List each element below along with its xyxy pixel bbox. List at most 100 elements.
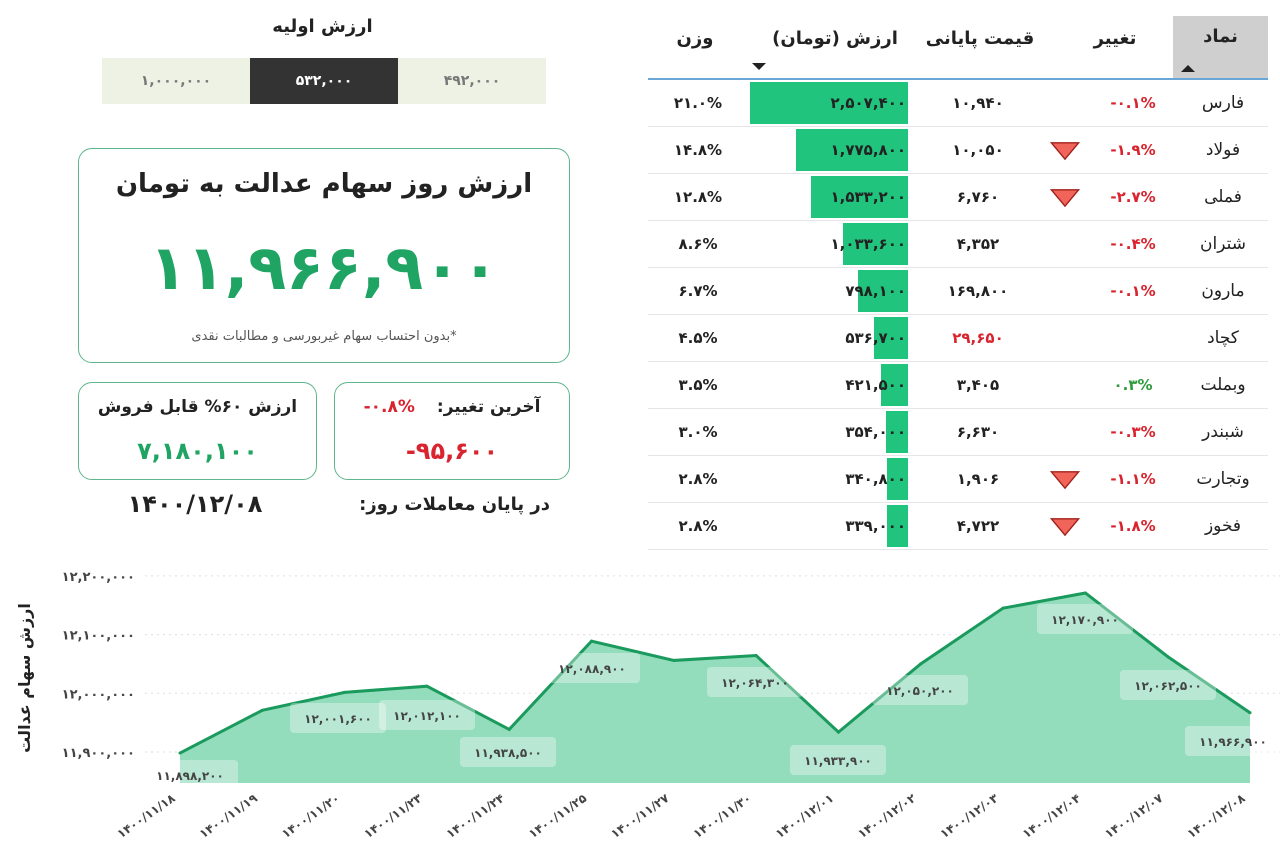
close-price-cell: ۴,۷۲۲: [956, 517, 1000, 535]
symbol-cell[interactable]: فارس: [1201, 93, 1245, 113]
change-cell: -۱.۱%: [1110, 470, 1156, 488]
x-tick-label: ۱۴۰۰/۱۱/۲۳: [361, 791, 425, 841]
x-tick-label: ۱۴۰۰/۱۱/۲۵: [526, 791, 589, 841]
table-row[interactable]: وتجارت -۱.۱% ۱,۹۰۶ ۳۴۰,۸۰۰ ۲.۸%: [648, 456, 1268, 503]
weight-cell: ۲.۸%: [678, 470, 718, 488]
series-line: [179, 591, 1251, 755]
table-row[interactable]: فخوز -۱.۸% ۴,۷۲۲ ۳۳۹,۰۰۰ ۲.۸%: [648, 503, 1268, 550]
column-header-value[interactable]: ارزش (تومان): [750, 18, 920, 78]
data-point: [507, 727, 511, 731]
column-header-close[interactable]: قیمت پایانی: [925, 28, 1035, 49]
sort-asc-icon: [1181, 65, 1195, 72]
data-point: [343, 690, 347, 694]
data-label-bg: [1185, 726, 1280, 756]
data-label-bg: [142, 760, 238, 790]
close-price-cell: ۶,۷۶۰: [956, 188, 1000, 206]
symbol-cell[interactable]: فولاد: [1205, 140, 1241, 160]
table-row[interactable]: فارس -۰.۱% ۱۰,۹۴۰ ۲,۵۰۷,۴۰۰ ۲۱.۰%: [648, 80, 1268, 127]
weight-cell: ۱۴.۸%: [673, 141, 723, 159]
value-text: ۳۴۰,۸۰۰: [845, 470, 906, 488]
value-bar: [885, 411, 908, 453]
sellable-value-card: ارزش ۶۰% قابل فروش ۷,۱۸۰,۱۰۰: [78, 382, 317, 480]
value-text: ۱,۰۳۳,۶۰۰: [830, 235, 906, 253]
x-tick-label: ۱۴۰۰/۱۲/۰۲: [855, 791, 919, 841]
initial-value-option-492000[interactable]: ۴۹۲,۰۰۰: [398, 58, 546, 104]
down-arrow-icon: [1049, 471, 1081, 490]
weight-cell: ۳.۵%: [678, 376, 718, 394]
table-row[interactable]: فولاد -۱.۹% ۱۰,۰۵۰ ۱,۷۷۵,۸۰۰ ۱۴.۸%: [648, 127, 1268, 174]
symbol-cell[interactable]: فخوز: [1204, 516, 1242, 536]
data-label-bg: [872, 675, 968, 705]
close-price-cell: ۲۹,۶۵۰: [952, 329, 1004, 347]
table-row[interactable]: شبندر -۰.۳% ۶,۶۳۰ ۳۵۴,۰۰۰ ۳.۰%: [648, 409, 1268, 456]
value-bar: [881, 364, 908, 406]
y-tick-label: ۱۲,۱۰۰,۰۰۰: [62, 629, 135, 644]
x-tick-label: ۱۴۰۰/۱۱/۲۰: [279, 791, 342, 841]
symbol-cell[interactable]: فملی: [1204, 187, 1242, 207]
data-label-bg: [1120, 670, 1216, 700]
last-change-label: آخرین تغییر:: [436, 397, 541, 417]
weight-cell: ۸.۶%: [678, 235, 718, 253]
symbol-cell[interactable]: مارون: [1201, 281, 1245, 301]
y-axis-title: ارزش سهام عدالت: [15, 603, 34, 753]
data-label: ۱۲,۰۸۸,۹۰۰: [558, 662, 626, 676]
value-text: ۵۳۶,۷۰۰: [845, 329, 906, 347]
table-row[interactable]: مارون -۰.۱% ۱۶۹,۸۰۰ ۷۹۸,۱۰۰ ۶.۷%: [648, 268, 1268, 315]
data-point: [1248, 711, 1252, 715]
value-text: ۳۳۹,۰۰۰: [845, 517, 906, 535]
change-cell: -۱.۸%: [1110, 517, 1156, 535]
value-bar: [796, 129, 908, 171]
change-cell: -۰.۱%: [1110, 282, 1156, 300]
down-arrow-icon: [1049, 518, 1081, 537]
column-header-weight[interactable]: وزن: [676, 28, 714, 49]
value-bar: [886, 505, 908, 547]
column-header-value-label: ارزش (تومان): [772, 28, 898, 49]
value-cell: ۳۳۹,۰۰۰: [750, 503, 908, 549]
change-cell: [1088, 315, 1178, 361]
column-header-symbol[interactable]: نماد: [1173, 16, 1268, 78]
daily-value-card: ارزش روز سهام عدالت به تومان ۱۱,۹۶۶,۹۰۰ …: [78, 148, 570, 363]
table-row[interactable]: شتران -۰.۴% ۴,۳۵۲ ۱,۰۳۳,۶۰۰ ۸.۶%: [648, 221, 1268, 268]
symbol-cell[interactable]: وتجارت: [1196, 469, 1250, 489]
x-tick-label: ۱۴۰۰/۱۲/۰۴: [1020, 791, 1083, 841]
value-bar: [842, 223, 908, 265]
initial-value-option-532000[interactable]: ۵۳۲,۰۰۰: [250, 58, 398, 104]
value-text: ۴۲۱,۵۰۰: [845, 376, 906, 394]
x-tick-label: ۱۴۰۰/۱۲/۰۳: [938, 791, 1002, 841]
daily-value: ۱۱,۹۶۶,۹۰۰: [149, 231, 499, 304]
value-history-chart: ۱۱,۹۰۰,۰۰۰ ۱۲,۰۰۰,۰۰۰ ۱۲,۱۰۰,۰۰۰ ۱۲,۲۰۰,۰۰۰…: [15, 570, 1280, 841]
value-cell: ۱,۷۷۵,۸۰۰: [750, 127, 908, 173]
symbol-cell[interactable]: کچاد: [1207, 328, 1239, 348]
x-tick-label: ۱۴۰۰/۱۲/۰۷: [1102, 791, 1166, 841]
data-label: ۱۲,۰۶۴,۳۰۰: [721, 676, 789, 690]
weight-cell: ۳.۰%: [678, 423, 718, 441]
column-header-change[interactable]: تغییر: [1093, 28, 1137, 49]
last-change-percent: -۰.۸%: [363, 397, 415, 417]
data-label: ۱۲,۰۵۰,۲۰۰: [886, 684, 954, 698]
data-point: [1083, 591, 1087, 595]
x-tick-label: ۱۴۰۰/۱۲/۰۸: [1185, 791, 1249, 841]
weight-cell: ۴.۵%: [678, 329, 718, 347]
data-label-bg: [1037, 604, 1133, 634]
table-row[interactable]: کچاد ۲۹,۶۵۰ ۵۳۶,۷۰۰ ۴.۵%: [648, 315, 1268, 362]
initial-value-title: ارزش اولیه: [272, 16, 373, 37]
symbol-cell[interactable]: شبندر: [1202, 422, 1244, 442]
close-price-cell: ۳,۴۰۵: [956, 376, 1000, 394]
data-label-bg: [290, 703, 386, 733]
symbol-cell[interactable]: وبملت: [1200, 375, 1246, 395]
header-divider: [648, 78, 1268, 80]
value-bar: [811, 176, 908, 218]
daily-value-title: ارزش روز سهام عدالت به تومان: [115, 169, 533, 199]
value-text: ۳۵۴,۰۰۰: [845, 423, 906, 441]
data-point: [836, 730, 840, 734]
x-tick-label: ۱۴۰۰/۱۱/۳۰: [691, 791, 754, 841]
symbol-cell[interactable]: شتران: [1200, 234, 1246, 254]
sellable-value-label: ارزش ۶۰% قابل فروش: [97, 397, 298, 417]
data-point: [260, 708, 264, 712]
table-row[interactable]: فملی -۲.۷% ۶,۷۶۰ ۱,۵۳۳,۲۰۰ ۱۲.۸%: [648, 174, 1268, 221]
x-tick-label: ۱۴۰۰/۱۱/۱۹: [197, 791, 261, 841]
initial-value-option-1000000[interactable]: ۱,۰۰۰,۰۰۰: [102, 58, 250, 104]
table-row[interactable]: وبملت ۰.۳% ۳,۴۰۵ ۴۲۱,۵۰۰ ۳.۵%: [648, 362, 1268, 409]
value-cell: ۱,۵۳۳,۲۰۰: [750, 174, 908, 220]
close-price-cell: ۶,۶۳۰: [956, 423, 1000, 441]
